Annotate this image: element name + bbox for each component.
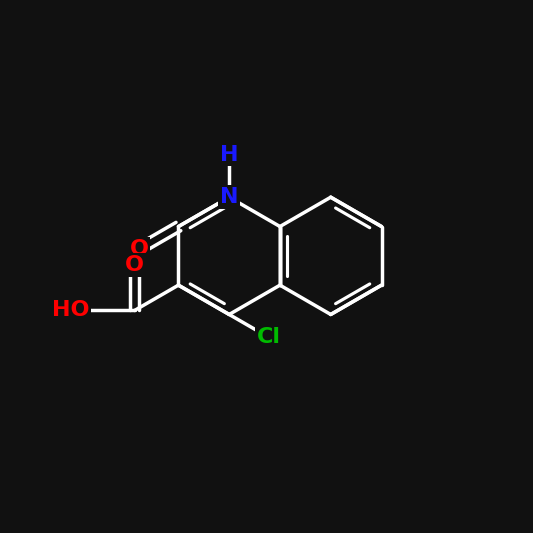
Text: O: O xyxy=(130,239,149,259)
Text: N: N xyxy=(220,187,238,207)
Text: HO: HO xyxy=(52,301,89,320)
Text: O: O xyxy=(125,255,144,275)
Text: Cl: Cl xyxy=(256,327,280,347)
Text: H: H xyxy=(220,144,238,165)
